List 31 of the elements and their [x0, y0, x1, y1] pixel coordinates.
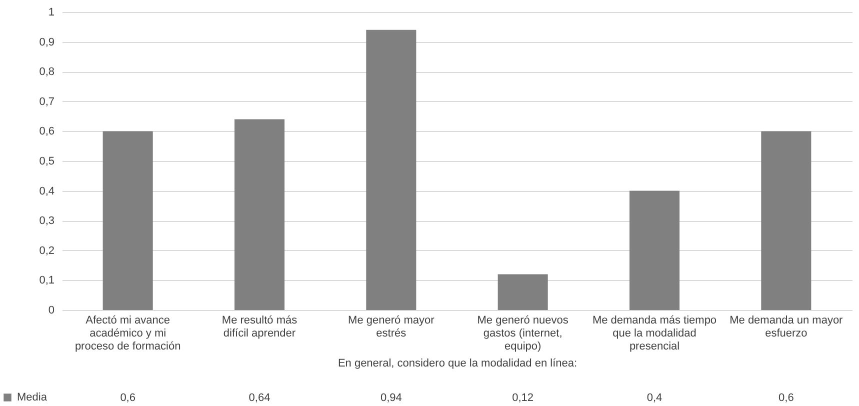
y-tick-label: 0,1 — [39, 274, 54, 287]
x-tick-label: Me resultó más difícil aprender — [222, 314, 298, 340]
data-label: 0,64 — [248, 392, 270, 404]
y-tick-label: 0 — [48, 304, 54, 316]
x-tick-label: Afectó mi avance académico y mi proceso de formación — [74, 314, 181, 352]
x-tick-label: Me demanda más tiempo que la modalidad presencial — [592, 314, 717, 352]
y-tick-label: 0,5 — [39, 156, 54, 168]
x-tick-label: Me generó nuevos gastos (internet, equipo) — [477, 314, 569, 352]
legend-label: Media — [17, 392, 48, 404]
bar — [366, 30, 416, 310]
y-tick-label: 1 — [48, 6, 54, 18]
data-label: 0,94 — [380, 392, 402, 404]
data-label: 0,6 — [778, 392, 794, 404]
y-tick-label: 0,9 — [39, 36, 54, 48]
bar — [102, 131, 153, 310]
data-label: 0,4 — [646, 392, 662, 404]
bar — [761, 131, 812, 310]
y-tick-label: 0,3 — [39, 215, 54, 228]
y-tick-label: 0,7 — [39, 96, 54, 108]
x-tick-label: Me generó mayor estrés — [348, 314, 435, 340]
y-tick-label: 0,8 — [39, 66, 54, 78]
y-tick-label: 0,4 — [39, 185, 54, 198]
bar — [629, 190, 680, 310]
data-label: 0,12 — [512, 392, 534, 404]
bar — [498, 274, 548, 310]
y-tick-label: 0,6 — [39, 126, 54, 138]
data-label: 0,6 — [120, 392, 136, 404]
y-tick-label: 0,2 — [39, 244, 54, 257]
x-axis-title: En general, considero que la modalidad en línea: — [338, 358, 578, 370]
x-tick-label: Me demanda un mayor esfuerzo — [730, 314, 844, 340]
bar — [234, 119, 285, 310]
